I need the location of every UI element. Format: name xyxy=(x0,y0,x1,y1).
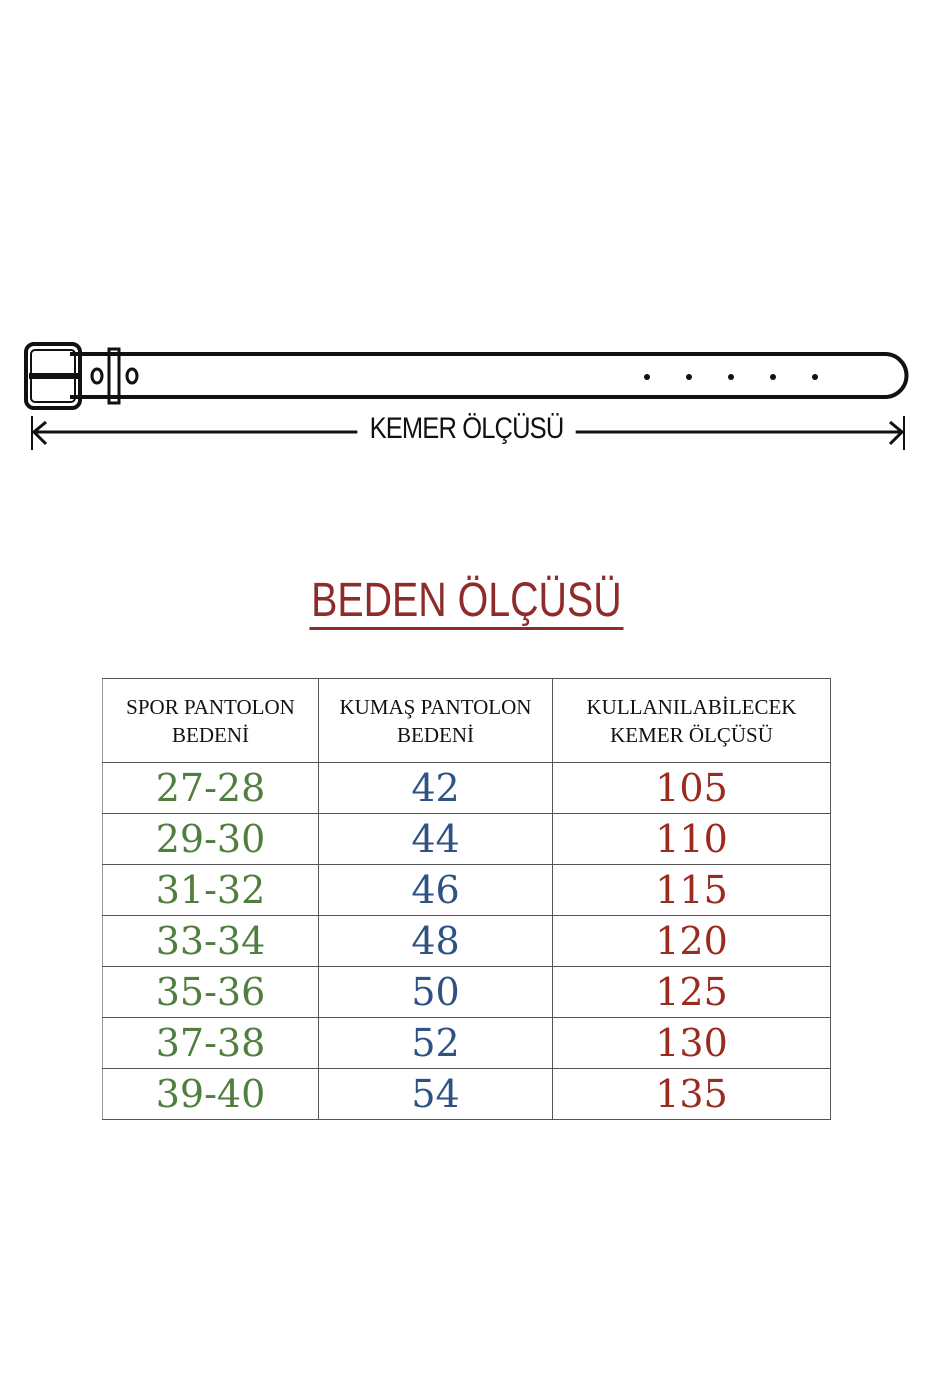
page-title: BEDEN ÖLÇÜSÜ xyxy=(0,575,933,630)
belt-size-cell: 110 xyxy=(552,813,831,865)
table-row: 35-36 50 125 xyxy=(102,966,831,1018)
table-row: 37-38 52 130 xyxy=(102,1017,831,1069)
spor-size-cell: 39-40 xyxy=(102,1068,319,1120)
belt-size-cell: 115 xyxy=(552,864,831,916)
header-kemer-olcusu: KULLANILABİLECEK KEMER ÖLÇÜSÜ xyxy=(552,678,831,763)
spor-size-cell: 27-28 xyxy=(102,762,319,814)
kumas-size-cell: 44 xyxy=(318,813,553,865)
spor-size-cell: 33-34 xyxy=(102,915,319,967)
table-row: 31-32 46 115 xyxy=(102,864,831,916)
belt-size-cell: 135 xyxy=(552,1068,831,1120)
belt-size-cell: 130 xyxy=(552,1017,831,1069)
table-row: 29-30 44 110 xyxy=(102,813,831,865)
table-row: 33-34 48 120 xyxy=(102,915,831,967)
spor-size-cell: 37-38 xyxy=(102,1017,319,1069)
kumas-size-cell: 52 xyxy=(318,1017,553,1069)
table-row: 27-28 42 105 xyxy=(102,762,831,814)
belt-size-cell: 105 xyxy=(552,762,831,814)
kumas-size-cell: 46 xyxy=(318,864,553,916)
belt-measure-label: KEMER ÖLÇÜSÜ xyxy=(70,412,863,446)
size-table: SPOR PANTOLON BEDENİ KUMAŞ PANTOLON BEDENİ… xyxy=(102,678,831,1120)
kumas-size-cell: 42 xyxy=(318,762,553,814)
belt-size-cell: 120 xyxy=(552,915,831,967)
spor-size-cell: 29-30 xyxy=(102,813,319,865)
belt-size-cell: 125 xyxy=(552,966,831,1018)
kumas-size-cell: 50 xyxy=(318,966,553,1018)
spor-size-cell: 31-32 xyxy=(102,864,319,916)
header-spor-pantolon: SPOR PANTOLON BEDENİ xyxy=(102,678,319,763)
kumas-size-cell: 48 xyxy=(318,915,553,967)
kumas-size-cell: 54 xyxy=(318,1068,553,1120)
table-row: 39-40 54 135 xyxy=(102,1068,831,1120)
header-kumas-pantolon: KUMAŞ PANTOLON BEDENİ xyxy=(318,678,553,763)
spor-size-cell: 35-36 xyxy=(102,966,319,1018)
table-header-row: SPOR PANTOLON BEDENİ KUMAŞ PANTOLON BEDENİ… xyxy=(102,678,831,763)
